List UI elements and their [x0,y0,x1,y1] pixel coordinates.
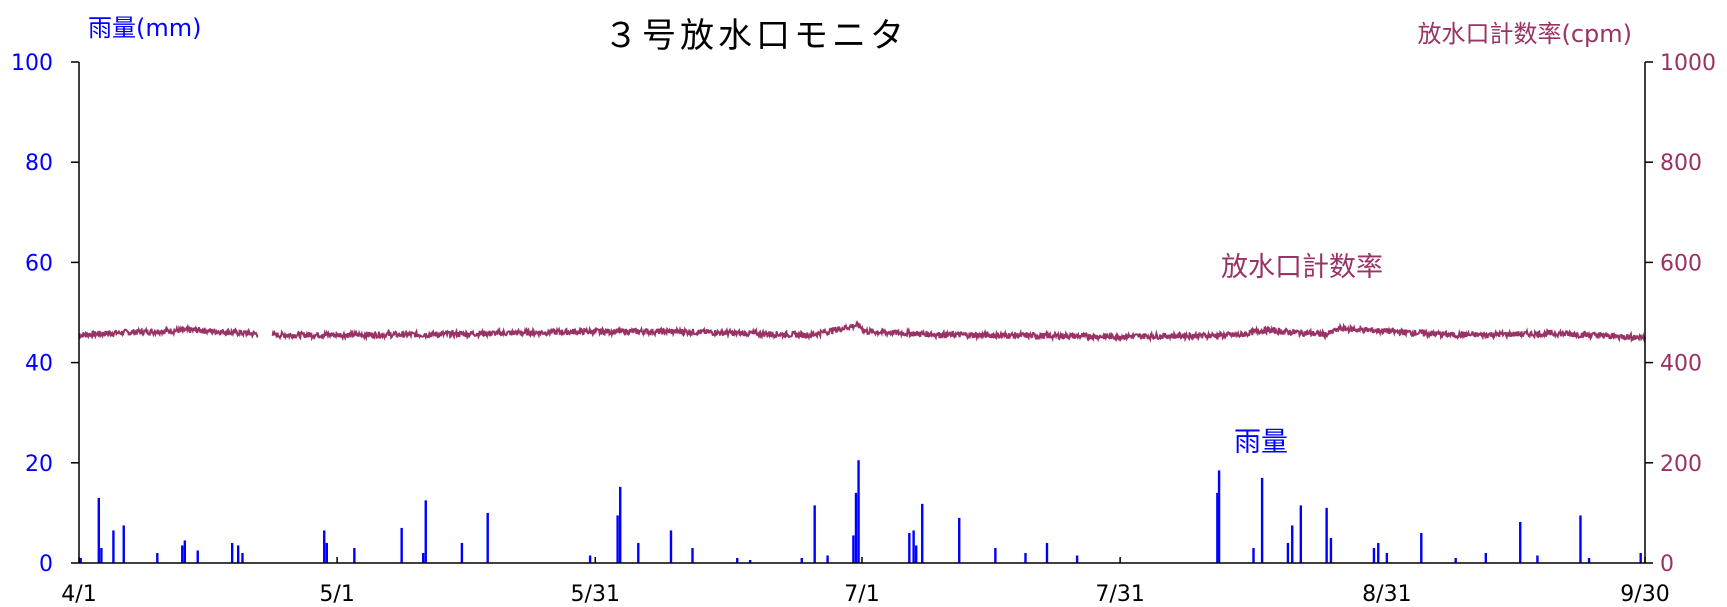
count-rate-line [78,323,259,340]
count-rate-annotation: 放水口計数率 [1221,252,1383,283]
left-tick-label: 40 [25,352,53,377]
left-tick-label: 80 [25,151,53,176]
left-tick-label: 100 [11,51,53,76]
right-tick-label: 0 [1660,552,1674,577]
x-tick-label: 7/31 [1095,582,1144,607]
x-tick-label: 8/31 [1362,582,1411,607]
x-tick-label: 5/1 [319,582,354,607]
right-tick-label: 200 [1660,452,1702,477]
left-axis-ticks: 0 20 40 60 80 100 [11,51,79,577]
chart-title: ３号放水口モニタ [604,16,908,56]
left-tick-label: 0 [39,552,53,577]
x-axis-ticks: 4/1 5/1 5/31 7/1 7/31 8/31 9/30 [61,557,1670,607]
right-tick-label: 1000 [1660,51,1716,76]
right-tick-label: 800 [1660,151,1702,176]
right-axis-label: 放水口計数率(cpm) [1417,20,1632,48]
right-tick-label: 600 [1660,251,1702,276]
x-tick-label: 7/1 [844,582,879,607]
rainfall-series [79,460,1642,563]
count-rate-series [78,320,1646,344]
right-axis-ticks: 0 200 400 600 800 1000 [1645,51,1716,577]
right-tick-label: 400 [1660,352,1702,377]
left-tick-label: 60 [25,251,53,276]
count-rate-line [271,320,1646,344]
left-tick-label: 20 [25,452,53,477]
left-axis-label: 雨量(mm) [88,14,201,42]
rainfall-annotation: 雨量 [1234,427,1288,458]
x-tick-label: 4/1 [61,582,96,607]
x-tick-label: 9/30 [1620,582,1669,607]
x-tick-label: 5/31 [571,582,620,607]
